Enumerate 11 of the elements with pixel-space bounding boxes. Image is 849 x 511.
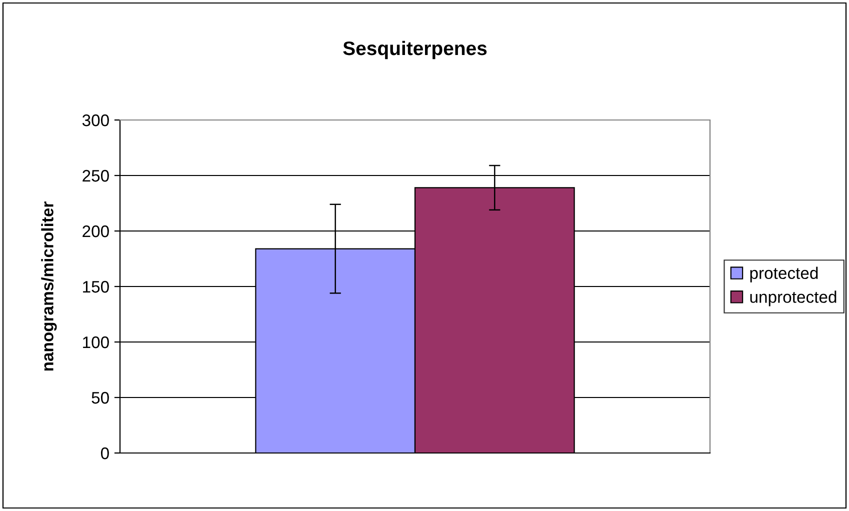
- y-tick-label: 50: [92, 392, 109, 404]
- y-tick-label: 300: [82, 114, 109, 126]
- legend-label: protected: [750, 266, 818, 282]
- y-tick-label: 0: [100, 447, 109, 460]
- y-tick-label: 150: [83, 280, 109, 293]
- y-axis-title: nanograms/microliter: [41, 202, 57, 371]
- y-tick-label: 250: [82, 170, 109, 182]
- y-tick-label: 200: [82, 225, 109, 238]
- y-tick-label: 100: [83, 336, 109, 348]
- chart-title: Sesquiterpenes: [343, 40, 487, 60]
- legend-label: unprotected: [750, 290, 836, 306]
